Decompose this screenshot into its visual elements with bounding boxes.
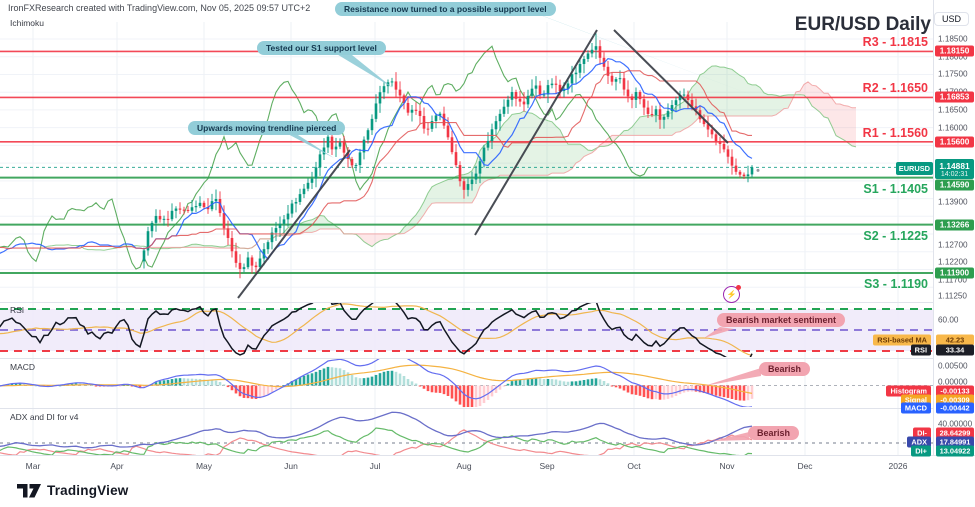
callout-tails [280, 8, 761, 441]
rsi-panel [0, 303, 933, 357]
tradingview-logo-text: TradingView [47, 483, 129, 498]
rsi-scale-tick: 60.00 [938, 315, 959, 324]
price-tick: 1.12700 [938, 240, 968, 250]
time-axis-label: 2026 [888, 461, 908, 471]
rsi-row-value-0: 42.23 [936, 334, 974, 345]
lightning-bolt-icon: ⚡ [726, 290, 737, 299]
time-axis-label: Dec [797, 461, 813, 471]
grid-lines [0, 22, 933, 455]
time-axis-label: Jul [369, 461, 381, 471]
page-title: EUR/USD Daily [794, 14, 931, 35]
panel-separators [0, 302, 975, 409]
attribution-text: IronFXResearch created with TradingView.… [8, 3, 311, 13]
last-price-tag: EURUSD 1.14881 14:02:31 [895, 159, 974, 179]
tradingview-logo-icon [17, 483, 41, 497]
alert-dot [736, 285, 741, 290]
rsi-row-label-0: RSI-based MA [873, 334, 931, 345]
level-badge-r3: 1.18150 [935, 45, 974, 57]
level-label-r3: R3 - 1.1815 [862, 35, 928, 50]
price-tick: 1.11250 [938, 291, 967, 301]
macd-panel-label: MACD [10, 362, 36, 372]
callout-resistance-note[interactable]: Resistance now turned to a possible supp… [335, 2, 556, 16]
level-label-r1: R1 - 1.1560 [862, 125, 928, 140]
price-tick: 1.18500 [938, 34, 968, 44]
level-label-r2: R2 - 1.1650 [862, 81, 928, 96]
time-axis-label: Aug [456, 461, 472, 471]
time-axis-label: Jun [284, 461, 298, 471]
adx-row-label-2: DI+ [911, 445, 931, 456]
macd-row-value-0: -0.00133 [936, 385, 974, 396]
level-label-s3: S3 - 1.1190 [864, 277, 928, 292]
price-panel [0, 29, 933, 299]
price-tick: 1.11700 [938, 275, 967, 285]
level-badge-r1: 1.15600 [935, 136, 974, 148]
callout-adx-bearish[interactable]: Bearish [748, 426, 800, 440]
level-badge-r2: 1.16853 [935, 91, 974, 103]
macd-zero-tick: 0.00000 [938, 377, 968, 386]
adx-row-value-0: 28.64299 [936, 427, 974, 439]
tradingview-logo[interactable]: TradingView [17, 483, 128, 498]
time-axis-label: May [195, 461, 213, 471]
ichimoku-label: Ichimoku [10, 18, 45, 28]
time-axis-label: Sep [539, 461, 555, 471]
macd-row-label-1: Signal [900, 394, 931, 405]
adx-row-label-0: DI- [913, 427, 931, 439]
time-axis-label: Nov [719, 461, 735, 471]
last-price-badge: 1.14881 14:02:31 [935, 159, 974, 179]
macd-scale-tick: 0.00500 [938, 361, 968, 371]
adx-row-value-1: 17.84991 [936, 436, 974, 448]
adx-row-label-1: ADX [907, 436, 931, 448]
callout-s1-note[interactable]: Tested our S1 support level [257, 41, 386, 55]
level-badge-s2: 1.13266 [935, 219, 974, 231]
time-axis-label: Mar [25, 461, 41, 471]
price-tick: 1.16000 [938, 123, 968, 133]
bar-countdown: 14:02:31 [940, 171, 969, 178]
adx-panel-label: ADX and DI for v4 [10, 412, 79, 422]
flash-indicator-icon[interactable]: ⚡ [723, 285, 741, 303]
price-tick: 1.12200 [938, 257, 968, 267]
adx-scale-tick: 40.00000 [938, 419, 973, 429]
callout-macd-bearish[interactable]: Bearish [759, 362, 811, 376]
adx-row-value-2: 13.04922 [936, 445, 974, 456]
price-tick: 1.16500 [938, 105, 968, 115]
callout-sentiment-note[interactable]: Bearish market sentiment [717, 313, 846, 327]
time-axis-label: Apr [110, 461, 124, 471]
level-label-s1: S1 - 1.1405 [863, 181, 928, 196]
level-label-s2: S2 - 1.1225 [863, 228, 928, 243]
level-badge-s3: 1.11900 [935, 267, 974, 279]
rsi-panel-label: RSI [10, 305, 25, 315]
symbol-badge: EURUSD [895, 162, 933, 175]
rsi-row-label-1: RSI [910, 344, 931, 355]
macd-row-label-0: Histogram [886, 385, 931, 396]
macd-row-label-2: MACD [900, 402, 931, 414]
currency-chip[interactable]: USD [933, 12, 969, 26]
price-tick: 1.13900 [938, 197, 968, 207]
time-scale[interactable]: Mar Apr May Jun Jul Aug Sep Oct Nov Dec 2026 [0, 455, 975, 473]
last-price-value: 1.14881 [939, 161, 970, 171]
adx-panel [0, 411, 933, 455]
rsi-row-value-1: 33.34 [936, 344, 974, 355]
time-axis-label: Oct [627, 461, 641, 471]
macd-row-value-1: -0.00309 [936, 394, 974, 405]
callout-trendline-note[interactable]: Upwards moving trendline pierced [188, 121, 346, 135]
macd-panel [0, 359, 933, 407]
price-tick: 1.17500 [938, 69, 968, 79]
level-badge-s1: 1.14590 [935, 179, 974, 191]
macd-row-value-2: -0.00442 [936, 402, 974, 414]
